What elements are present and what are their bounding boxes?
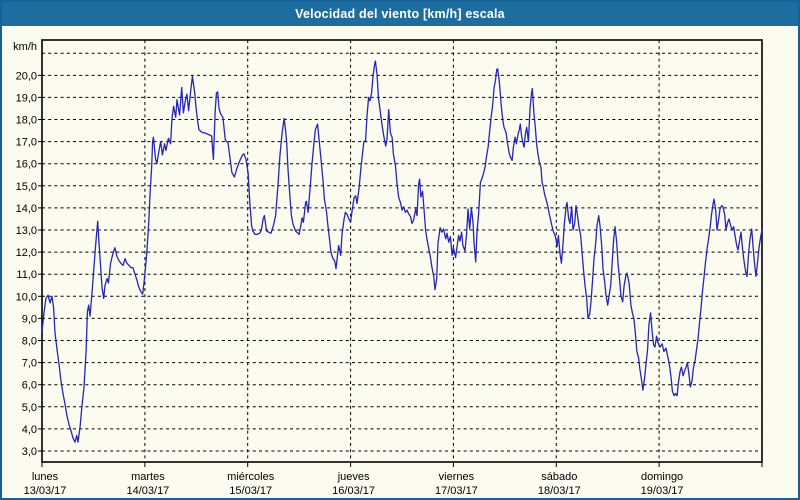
y-tick-label: 10,0 — [16, 291, 37, 303]
x-date-label: 17/03/17 — [435, 485, 478, 497]
y-tick-label: 6,0 — [22, 380, 37, 392]
x-day-label: viernes — [439, 471, 475, 483]
x-date-label: 19/03/17 — [641, 485, 684, 497]
y-tick-label: 15,0 — [16, 181, 37, 193]
title-bar: Velocidad del viento [km/h] escala — [2, 2, 798, 26]
x-day-label: jueves — [337, 471, 370, 483]
y-axis-unit-label: km/h — [13, 41, 37, 53]
y-tick-label: 17,0 — [16, 137, 37, 149]
x-date-label: 15/03/17 — [229, 485, 272, 497]
y-tick-label: 7,0 — [22, 358, 37, 370]
plot-frame — [41, 39, 763, 463]
wind-speed-chart: 20,0 19,0 18,0 17,0 16,0 15,0 14,0 13,0 12,0 11,0… — [13, 39, 763, 497]
y-tick-label: 18,0 — [16, 115, 37, 127]
x-day-label: domingo — [641, 471, 683, 483]
x-day-label: martes — [131, 471, 165, 483]
window-title: Velocidad del viento [km/h] escala — [295, 7, 505, 21]
y-tick-label: 19,0 — [16, 92, 37, 104]
y-tick-label: 8,0 — [22, 336, 37, 348]
y-tick-label: 13,0 — [16, 225, 37, 237]
y-tick-label: 5,0 — [22, 402, 37, 414]
y-tick-label: 20,0 — [16, 70, 37, 82]
x-day-label: lunes — [32, 471, 59, 483]
x-date-label: 18/03/17 — [538, 485, 581, 497]
y-tick-label: 14,0 — [16, 203, 37, 215]
y-tick-label: 4,0 — [22, 424, 37, 436]
y-tick-label: 9,0 — [22, 313, 37, 325]
x-date-label: 14/03/17 — [126, 485, 169, 497]
chart-area: 20,0 19,0 18,0 17,0 16,0 15,0 14,0 13,0 12,0 11,0… — [2, 26, 798, 498]
y-tick-label: 16,0 — [16, 159, 37, 171]
y-tick-label: 11,0 — [16, 269, 37, 281]
y-tick-label: 3,0 — [22, 446, 37, 458]
y-tick-label: 12,0 — [16, 247, 37, 259]
x-date-label: 16/03/17 — [332, 485, 375, 497]
wind-speed-line — [41, 60, 763, 443]
x-day-label: sábado — [541, 471, 577, 483]
x-day-label: miércoles — [227, 471, 275, 483]
x-date-label: 13/03/17 — [24, 485, 67, 497]
